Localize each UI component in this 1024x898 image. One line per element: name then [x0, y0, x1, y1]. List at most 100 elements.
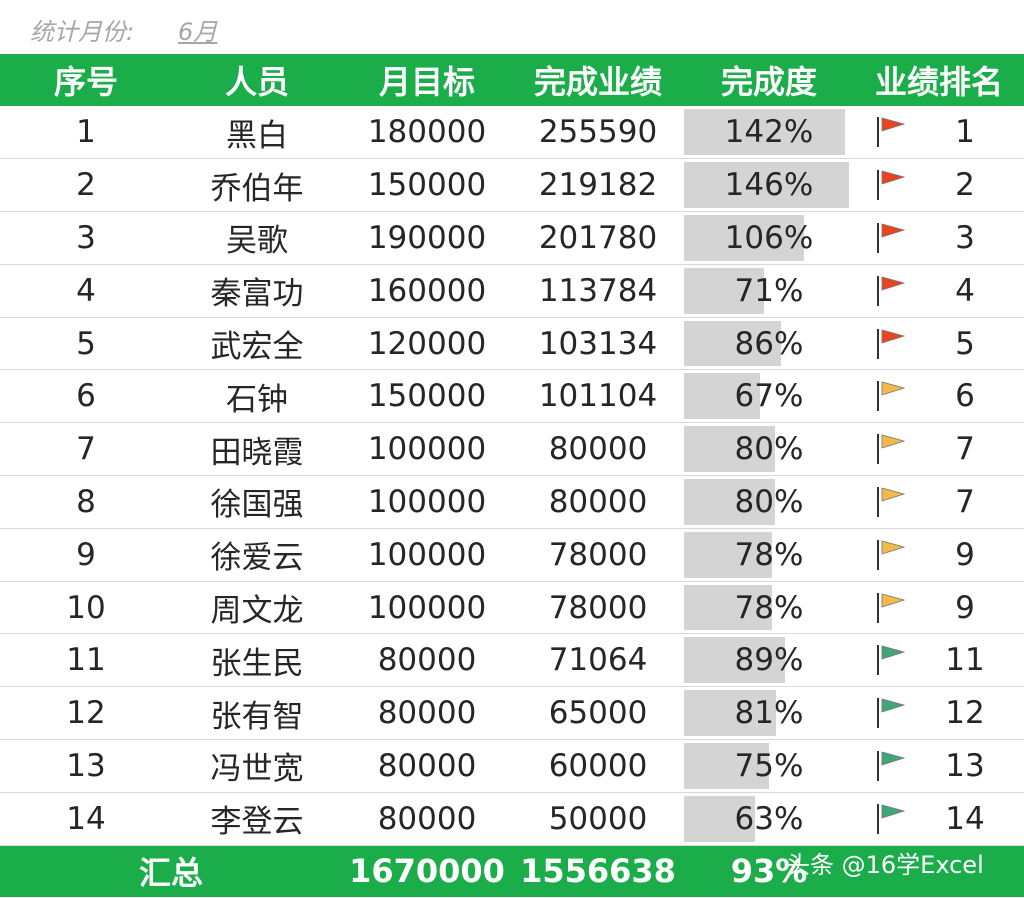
cell-rank[interactable]: 1	[854, 106, 1024, 160]
cell-person[interactable]: 秦富功	[172, 264, 342, 318]
cell-rank[interactable]: 7	[854, 475, 1024, 529]
header-person[interactable]: 人员	[224, 63, 289, 101]
cell-done[interactable]: 65000	[512, 686, 684, 741]
cell-rank[interactable]: 9	[854, 528, 1024, 582]
completion-bar	[684, 743, 769, 789]
cell-person[interactable]: 吴歌	[172, 211, 342, 265]
cell-no[interactable]: 11	[0, 633, 172, 688]
cell-person[interactable]: 张生民	[172, 633, 342, 688]
cell-person[interactable]: 周文龙	[172, 581, 342, 635]
cell-no[interactable]: 9	[0, 528, 172, 582]
cell-done[interactable]: 60000	[512, 739, 684, 793]
cell-no[interactable]: 3	[0, 211, 172, 265]
cell-person[interactable]: 徐国强	[172, 475, 342, 529]
cell-target[interactable]: 150000	[342, 158, 512, 213]
cell-done[interactable]: 219182	[512, 158, 684, 213]
header-no[interactable]: 序号	[53, 63, 118, 101]
cell-no[interactable]: 4	[0, 264, 172, 318]
cell-no[interactable]: 2	[0, 158, 172, 213]
cell-target[interactable]: 80000	[342, 633, 512, 688]
cell-person[interactable]: 李登云	[172, 792, 342, 846]
cell-rank[interactable]: 12	[854, 686, 1024, 741]
cell-completion[interactable]: 78%	[684, 528, 854, 582]
cell-done[interactable]: 50000	[512, 792, 684, 846]
cell-no[interactable]: 14	[0, 792, 172, 846]
cell-rank[interactable]: 5	[854, 317, 1024, 371]
total-pct[interactable]: 93%	[730, 852, 808, 891]
cell-target[interactable]: 100000	[342, 475, 512, 529]
total-label[interactable]: 汇总	[138, 854, 203, 893]
cell-completion[interactable]: 106%	[684, 211, 854, 265]
cell-rank[interactable]: 3	[854, 211, 1024, 265]
cell-person[interactable]: 田晓霞	[172, 422, 342, 477]
cell-done[interactable]: 80000	[512, 475, 684, 529]
cell-rank[interactable]: 6	[854, 369, 1024, 424]
cell-no[interactable]: 7	[0, 422, 172, 477]
cell-completion[interactable]: 67%	[684, 369, 854, 424]
cell-rank[interactable]: 9	[854, 581, 1024, 635]
cell-completion[interactable]: 146%	[684, 158, 854, 213]
cell-rank[interactable]: 7	[854, 422, 1024, 477]
cell-no[interactable]: 5	[0, 317, 172, 371]
cell-done[interactable]: 78000	[512, 581, 684, 635]
cell-person[interactable]: 徐爱云	[172, 528, 342, 582]
cell-no[interactable]: 13	[0, 739, 172, 793]
cell-done[interactable]: 255590	[512, 106, 684, 160]
cell-completion[interactable]: 81%	[684, 686, 854, 741]
cell-person[interactable]: 黑白	[172, 106, 342, 160]
cell-done[interactable]: 103134	[512, 317, 684, 371]
header-done[interactable]: 完成业绩	[533, 63, 662, 101]
cell-person[interactable]: 冯世宽	[172, 739, 342, 793]
cell-completion[interactable]: 80%	[684, 475, 854, 529]
cell-done[interactable]: 78000	[512, 528, 684, 582]
header-completion[interactable]: 完成度	[720, 63, 817, 101]
cell-done[interactable]: 101104	[512, 369, 684, 424]
cell-completion[interactable]: 63%	[684, 792, 854, 846]
cell-target[interactable]: 150000	[342, 369, 512, 424]
cell-completion[interactable]: 86%	[684, 317, 854, 371]
cell-done[interactable]: 71064	[512, 633, 684, 688]
cell-person[interactable]: 乔伯年	[172, 158, 342, 213]
cell-done[interactable]: 80000	[512, 422, 684, 477]
total-done[interactable]: 1556638	[520, 852, 676, 891]
cell-target[interactable]: 80000	[342, 686, 512, 741]
cell-done[interactable]: 201780	[512, 211, 684, 265]
cell-target[interactable]: 100000	[342, 528, 512, 582]
table-row: 14 李登云 80000 50000 63% 14	[0, 792, 1024, 846]
cell-no[interactable]: 8	[0, 475, 172, 529]
cell-completion[interactable]: 71%	[684, 264, 854, 318]
cell-no[interactable]: 10	[0, 581, 172, 635]
completion-bar	[684, 795, 756, 842]
rank-text: 6	[955, 378, 975, 415]
cell-target[interactable]: 160000	[342, 264, 512, 318]
cell-completion[interactable]: 78%	[684, 581, 854, 635]
cell-target[interactable]: 180000	[342, 106, 512, 160]
flag-icon	[876, 802, 906, 836]
cell-person[interactable]: 石钟	[172, 369, 342, 424]
cell-completion[interactable]: 75%	[684, 739, 854, 793]
header-target[interactable]: 月目标	[378, 63, 475, 101]
cell-done[interactable]: 113784	[512, 264, 684, 318]
cell-no[interactable]: 1	[0, 106, 172, 160]
header-rank[interactable]: 业绩排名	[874, 63, 1003, 101]
cell-completion[interactable]: 80%	[684, 422, 854, 477]
total-target[interactable]: 1670000	[349, 852, 505, 891]
cell-person[interactable]: 张有智	[172, 686, 342, 741]
cell-no[interactable]: 6	[0, 369, 172, 424]
month-value[interactable]: 6月	[178, 18, 218, 46]
cell-rank[interactable]: 4	[854, 264, 1024, 318]
cell-no[interactable]: 12	[0, 686, 172, 741]
cell-target[interactable]: 190000	[342, 211, 512, 265]
cell-target[interactable]: 80000	[342, 739, 512, 793]
cell-completion[interactable]: 142%	[684, 106, 854, 160]
cell-person[interactable]: 武宏全	[172, 317, 342, 371]
cell-target[interactable]: 100000	[342, 422, 512, 477]
cell-target[interactable]: 120000	[342, 317, 512, 371]
cell-rank[interactable]: 11	[854, 633, 1024, 688]
cell-target[interactable]: 80000	[342, 792, 512, 846]
cell-rank[interactable]: 2	[854, 158, 1024, 213]
cell-target[interactable]: 100000	[342, 581, 512, 635]
cell-rank[interactable]: 14	[854, 792, 1024, 846]
cell-rank[interactable]: 13	[854, 739, 1024, 793]
cell-completion[interactable]: 89%	[684, 633, 854, 688]
